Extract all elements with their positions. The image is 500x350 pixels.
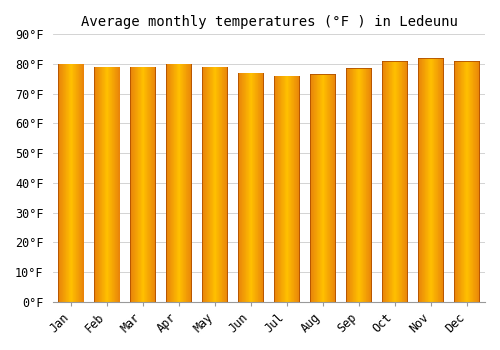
Bar — [238, 73, 239, 302]
Bar — [94, 67, 95, 302]
Bar — [310, 75, 311, 302]
Bar — [166, 64, 167, 302]
Bar — [274, 76, 275, 302]
Bar — [346, 69, 347, 302]
Bar — [94, 67, 120, 68]
Bar — [454, 61, 480, 62]
Bar — [130, 67, 156, 68]
Bar — [238, 73, 264, 74]
Bar — [130, 67, 131, 302]
Title: Average monthly temperatures (°F ) in Ledeunu: Average monthly temperatures (°F ) in Le… — [80, 15, 458, 29]
Bar — [382, 61, 408, 62]
Bar — [202, 67, 228, 68]
Bar — [58, 64, 59, 302]
Bar — [202, 67, 203, 302]
